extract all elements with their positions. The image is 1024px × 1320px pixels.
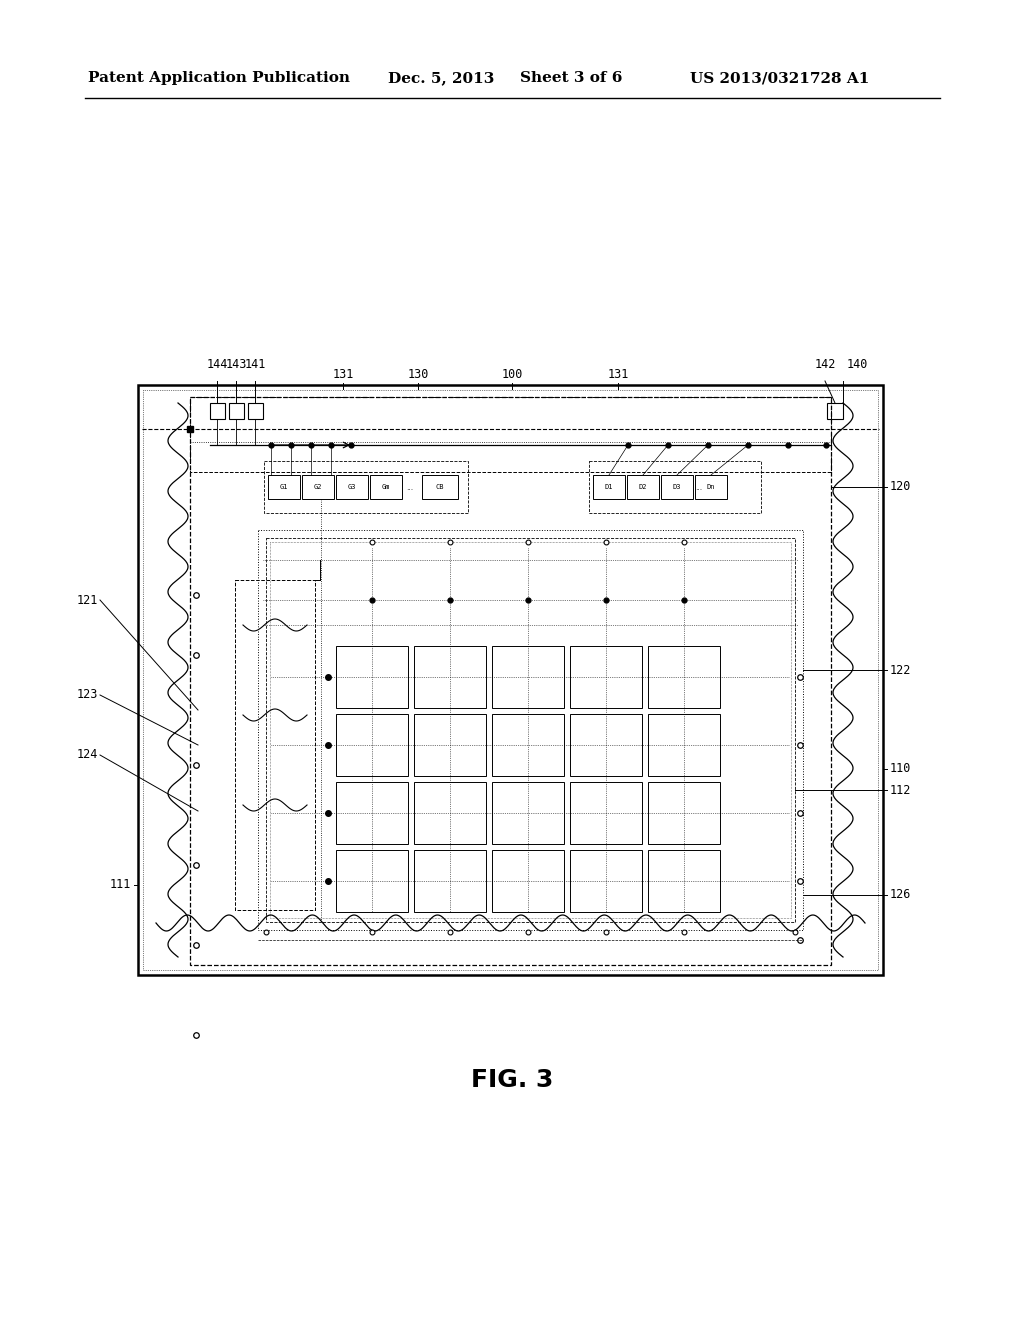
Bar	[414, 714, 486, 776]
Text: US 2013/0321728 A1: US 2013/0321728 A1	[690, 71, 869, 84]
Bar	[492, 714, 564, 776]
Bar	[627, 475, 659, 499]
Text: D3: D3	[673, 484, 681, 490]
Bar	[266, 539, 795, 921]
Bar	[270, 543, 791, 917]
Text: 131: 131	[607, 368, 629, 381]
Text: G1: G1	[280, 484, 288, 490]
Bar	[138, 385, 883, 975]
Text: 122: 122	[890, 664, 911, 676]
Bar	[570, 714, 642, 776]
Text: G3: G3	[348, 484, 356, 490]
Text: ...: ...	[695, 483, 702, 491]
Bar	[492, 645, 564, 708]
Bar	[695, 475, 727, 499]
Bar	[248, 403, 263, 418]
Bar	[264, 461, 468, 513]
Text: 143: 143	[225, 358, 247, 371]
Bar	[210, 403, 225, 418]
Bar	[648, 645, 720, 708]
Bar	[370, 475, 402, 499]
Text: Gm: Gm	[382, 484, 390, 490]
Bar	[336, 645, 408, 708]
Text: 142: 142	[814, 358, 836, 371]
Bar	[336, 714, 408, 776]
Bar	[589, 461, 761, 513]
Bar	[662, 475, 693, 499]
Text: 140: 140	[846, 358, 867, 371]
Bar	[648, 850, 720, 912]
Text: 144: 144	[206, 358, 227, 371]
Text: Patent Application Publication: Patent Application Publication	[88, 71, 350, 84]
Bar	[268, 475, 300, 499]
Bar	[492, 850, 564, 912]
Text: Dec. 5, 2013: Dec. 5, 2013	[388, 71, 495, 84]
Bar	[190, 397, 831, 473]
Text: Dn: Dn	[707, 484, 715, 490]
Bar	[648, 781, 720, 843]
Text: ...: ...	[406, 483, 413, 491]
Bar	[336, 781, 408, 843]
Bar	[302, 475, 334, 499]
Text: 131: 131	[333, 368, 353, 381]
Bar	[234, 579, 315, 909]
Bar	[336, 850, 408, 912]
Bar	[414, 850, 486, 912]
Bar	[414, 645, 486, 708]
Text: 111: 111	[110, 879, 131, 891]
Text: 130: 130	[408, 368, 429, 381]
Bar	[570, 850, 642, 912]
Bar	[593, 475, 625, 499]
Text: D1: D1	[605, 484, 613, 490]
Bar	[143, 389, 878, 970]
Bar	[229, 403, 244, 418]
Bar	[190, 397, 831, 965]
Text: CB: CB	[436, 484, 444, 490]
Text: 112: 112	[890, 784, 911, 796]
Text: 141: 141	[245, 358, 265, 371]
Text: 110: 110	[890, 762, 911, 775]
Bar	[570, 645, 642, 708]
Text: 123: 123	[77, 689, 98, 701]
Text: 124: 124	[77, 748, 98, 762]
Bar	[570, 781, 642, 843]
Text: 120: 120	[890, 480, 911, 494]
Bar	[827, 403, 843, 418]
Bar	[258, 531, 803, 931]
Text: FIG. 3: FIG. 3	[471, 1068, 553, 1092]
Text: 100: 100	[502, 368, 522, 381]
Text: 121: 121	[77, 594, 98, 606]
Text: 126: 126	[890, 888, 911, 902]
Text: G2: G2	[313, 484, 323, 490]
Bar	[492, 781, 564, 843]
Text: Sheet 3 of 6: Sheet 3 of 6	[520, 71, 623, 84]
Bar	[648, 714, 720, 776]
Text: D2: D2	[639, 484, 647, 490]
Bar	[422, 475, 458, 499]
Bar	[414, 781, 486, 843]
Bar	[336, 475, 368, 499]
